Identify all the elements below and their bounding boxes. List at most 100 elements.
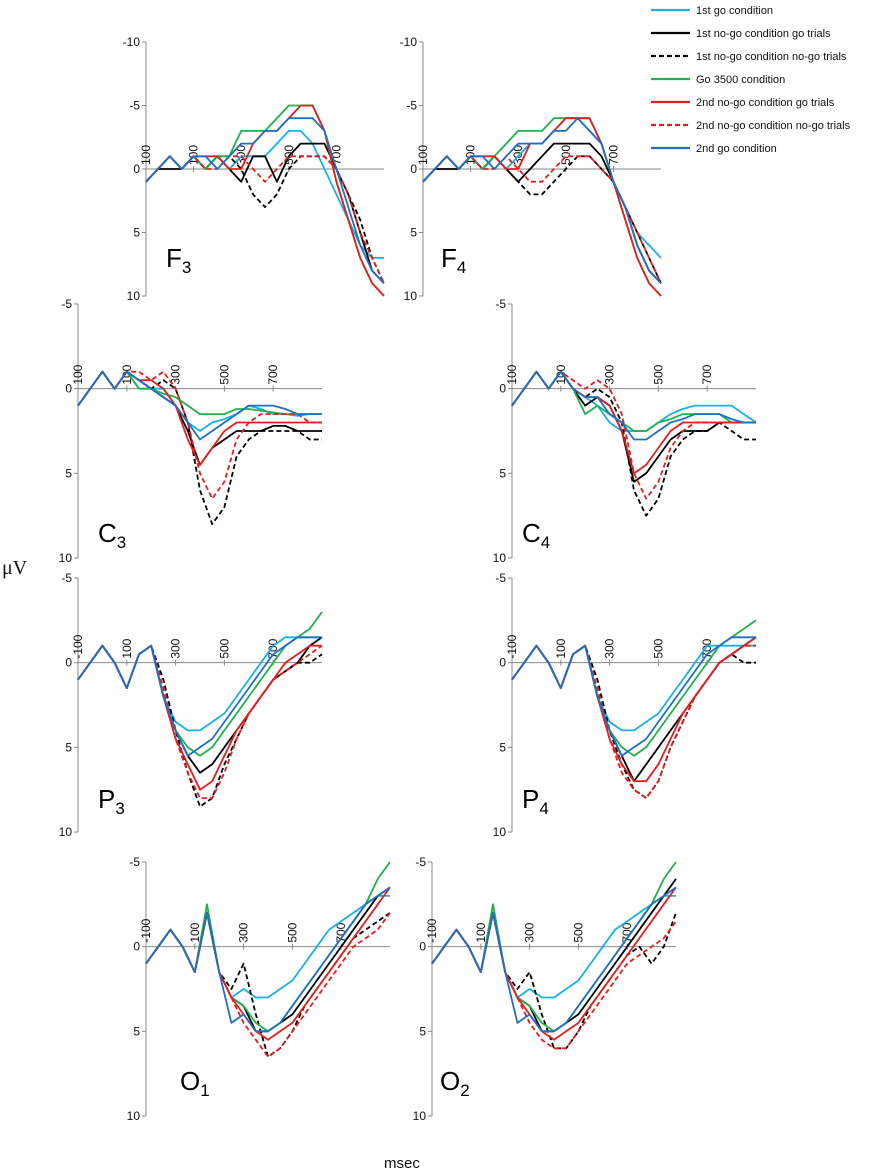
x-tick-label: 500 — [285, 922, 299, 942]
electrode-letter: F — [441, 243, 457, 273]
x-tick-label: 300 — [169, 364, 183, 384]
x-tick-label: 700 — [620, 922, 634, 942]
electrode-subscript: 4 — [539, 799, 548, 818]
y-tick-label: 10 — [404, 289, 418, 303]
y-tick-label: 5 — [499, 466, 506, 480]
x-tick-label: 300 — [603, 364, 617, 384]
x-tick-label: 500 — [559, 145, 573, 165]
x-tick-label: 700 — [334, 922, 348, 942]
x-tick-label: 100 — [120, 638, 134, 658]
y-unit-label: μV — [2, 557, 28, 579]
series-line-4 — [77, 370, 322, 415]
series-line-7 — [77, 636, 322, 757]
series-line-3 — [77, 370, 322, 525]
series-line-2 — [511, 636, 757, 783]
legend: 1st go condition 1st no-go condition go t… — [651, 5, 851, 155]
electrode-subscript: 3 — [115, 799, 124, 818]
x-tick-label: 300 — [237, 922, 251, 942]
legend-label: Go 3500 condition — [696, 74, 785, 86]
x-tick-label: 100 — [554, 364, 568, 384]
y-tick-label: 0 — [133, 162, 140, 176]
y-tick-label: 5 — [419, 1024, 426, 1038]
x-unit-label: msec — [384, 1155, 420, 1172]
series-line-2 — [145, 886, 391, 1033]
y-tick-label: 10 — [127, 289, 141, 303]
y-tick-label: 0 — [65, 382, 72, 396]
x-tick-label: -100 — [139, 918, 153, 942]
electrode-letter: O — [440, 1066, 460, 1096]
x-tick-label: 500 — [282, 145, 296, 165]
y-tick-label: -10 — [400, 35, 418, 49]
electrode-label: P4 — [522, 784, 549, 818]
x-tick-label: 100 — [188, 922, 202, 942]
series-line-6 — [77, 370, 322, 500]
y-tick-label: 0 — [133, 940, 140, 954]
series-line-5 — [77, 644, 322, 791]
series-line-6 — [511, 370, 756, 500]
x-tick-label: 500 — [217, 364, 231, 384]
electrode-letter: P — [522, 784, 539, 814]
x-tick-label: -100 — [425, 918, 439, 942]
electrode-subscript: 3 — [117, 533, 126, 552]
electrode-label: O2 — [440, 1066, 470, 1100]
electrode-panel-7: -5 0 5 10 -100 100 300 500 700 O1 — [127, 855, 391, 1123]
y-tick-label: -5 — [61, 297, 72, 311]
series-line-6 — [77, 644, 323, 799]
electrode-label: F4 — [441, 243, 466, 277]
series-line-5 — [145, 886, 391, 1041]
legend-label: 2nd no-go condition go trials — [696, 97, 835, 109]
electrode-panel-4: -5 0 5 10 100 100 300 500 700 C4 — [493, 297, 757, 565]
y-tick-label: -5 — [495, 297, 506, 311]
x-tick-label: 500 — [217, 638, 231, 658]
x-tick-label: 100 — [139, 145, 153, 165]
x-tick-label: 700 — [700, 638, 714, 658]
series-line-4 — [511, 619, 757, 757]
y-tick-label: -10 — [123, 35, 141, 49]
y-tick-label: 10 — [493, 551, 507, 565]
y-tick-label: -5 — [129, 855, 140, 869]
x-tick-label: 100 — [505, 364, 519, 384]
y-tick-label: -5 — [415, 855, 426, 869]
y-tick-label: 10 — [413, 1109, 427, 1123]
y-tick-label: 5 — [133, 226, 140, 240]
x-tick-label: 300 — [603, 638, 617, 658]
x-tick-label: 100 — [554, 638, 568, 658]
y-tick-label: 0 — [410, 162, 417, 176]
series-line-1 — [77, 636, 322, 732]
y-tick-label: -5 — [61, 571, 72, 585]
y-tick-label: 10 — [59, 825, 73, 839]
series-line-3 — [511, 370, 756, 517]
legend-label: 2nd no-go condition no-go trials — [696, 120, 851, 132]
electrode-letter: P — [98, 784, 115, 814]
y-tick-label: 0 — [499, 656, 506, 670]
legend-item: 1st no-go condition no-go trials — [651, 51, 847, 63]
legend-item: 1st go condition — [651, 5, 773, 17]
series-line-6 — [431, 911, 677, 1050]
y-tick-label: 5 — [499, 740, 506, 754]
series-line-5 — [77, 370, 322, 466]
y-tick-label: 0 — [499, 382, 506, 396]
electrode-letter: O — [180, 1066, 200, 1096]
y-tick-label: 0 — [419, 940, 426, 954]
electrode-label: O1 — [180, 1066, 210, 1100]
series-line-7 — [77, 370, 322, 441]
series-line-2 — [77, 636, 323, 774]
legend-label: 1st no-go condition no-go trials — [696, 51, 847, 63]
series-line-5 — [511, 636, 757, 783]
legend-item: 2nd go condition — [651, 143, 777, 155]
electrode-letter: C — [522, 518, 541, 548]
series-line-7 — [511, 636, 756, 757]
y-tick-label: 10 — [493, 825, 507, 839]
x-tick-label: 100 — [416, 145, 430, 165]
series-line-3 — [511, 644, 756, 799]
electrode-panel-6: -5 0 5 10 -100 100 300 500 700 P4 — [493, 571, 757, 839]
legend-item: 2nd no-go condition go trials — [651, 97, 835, 109]
electrode-label: P3 — [98, 784, 125, 818]
legend-item: Go 3500 condition — [651, 74, 785, 86]
x-tick-label: 700 — [606, 145, 620, 165]
x-tick-label: -100 — [71, 634, 85, 658]
x-tick-label: 300 — [169, 638, 183, 658]
